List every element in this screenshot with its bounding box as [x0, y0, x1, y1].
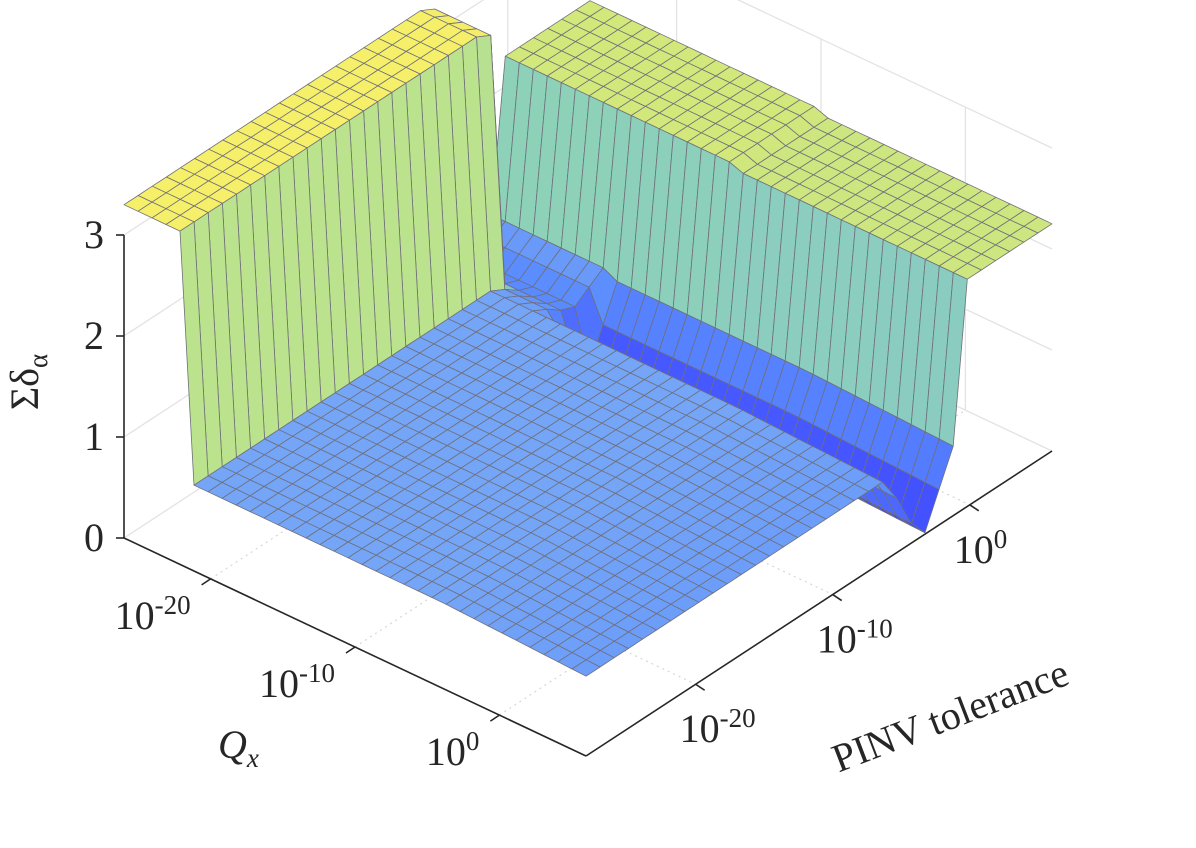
z-tick-label: 3 [84, 212, 104, 257]
y-tick-mark [345, 646, 356, 654]
surface-layer [123, 0, 1053, 677]
x-axis-line [585, 450, 1053, 757]
y-tick-mark [489, 714, 500, 722]
y-tick-mark [201, 578, 212, 586]
axes-layer: 0 1 2 3 10-20 10-10 100 10-20 10-10 100 [84, 212, 1053, 774]
x-tick-label: 100 [954, 524, 1008, 572]
x-tick-mark [832, 593, 843, 602]
x-axis-label: PINV tolerance [826, 650, 1075, 781]
z-tick-label: 0 [84, 515, 104, 560]
y-tick-label: 10-10 [259, 658, 335, 706]
x-tick-mark [695, 683, 706, 691]
z-tick-label: 2 [84, 313, 104, 358]
y-tick-label: 10-20 [115, 590, 191, 638]
z-axis-label: Σδα [2, 354, 53, 410]
z-tick-label: 1 [84, 414, 104, 459]
x-tick-label: 10-10 [817, 614, 893, 662]
y-axis-label: Qx [218, 722, 259, 773]
x-tick-mark [969, 504, 980, 512]
y-tick-label: 100 [426, 726, 480, 774]
surface-patch [571, 659, 601, 677]
x-tick-label: 10-20 [680, 703, 756, 751]
